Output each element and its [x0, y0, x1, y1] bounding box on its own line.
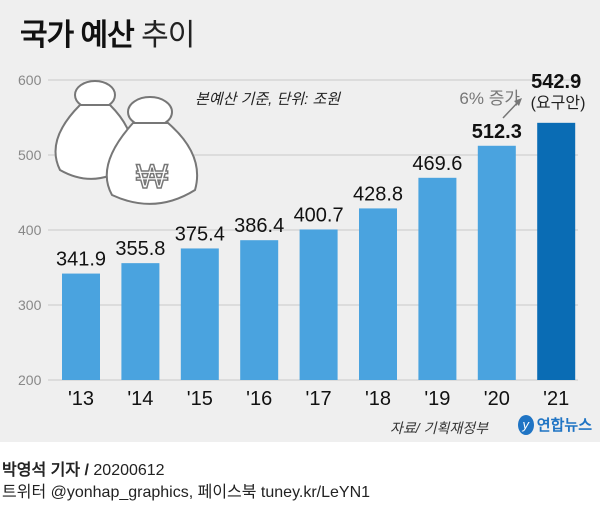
y-tick-label: 200 — [18, 372, 42, 388]
bar-chart: 200 300 400 500 600 ₩ 본예산 기준, 단위: 조원 6% 증가 (… — [18, 71, 586, 410]
value-label: 469.6 — [412, 153, 462, 175]
bar — [299, 229, 338, 380]
x-tick-label: '21 — [543, 388, 569, 410]
author: 박영석 기자 / — [2, 462, 89, 479]
title-bold: 국가 예산 — [20, 19, 135, 52]
x-tick-label: '18 — [365, 388, 391, 410]
logo-text: 연합뉴스 — [536, 417, 592, 434]
social-line: 트위터 @yonhap_graphics, 페이스북 tuney.kr/LeYN… — [2, 484, 371, 501]
bar — [121, 263, 160, 380]
value-label: 400.7 — [294, 204, 344, 226]
credit-line: 박영석 기자 / 20200612 — [2, 456, 165, 480]
x-tick-label: '19 — [424, 388, 450, 410]
bar — [240, 240, 279, 380]
bar — [359, 208, 397, 380]
value-label: 512.3 — [472, 121, 522, 143]
y-tick-label: 600 — [18, 72, 42, 88]
proposal-label: (요구안) — [531, 94, 586, 112]
value-label: 341.9 — [56, 249, 106, 271]
x-tick-label: '17 — [306, 388, 332, 410]
x-tick-label: '20 — [484, 388, 510, 410]
value-label: 542.9 — [531, 71, 581, 93]
chart-title: 국가 예산 추이 — [20, 10, 195, 54]
yonhap-logo: y 연합뉴스 — [517, 414, 592, 435]
bar — [418, 177, 457, 380]
value-label: 386.4 — [234, 215, 284, 237]
date: 20200612 — [93, 462, 165, 479]
y-tick-label: 500 — [18, 147, 42, 163]
bar — [537, 122, 576, 380]
bar — [180, 248, 219, 380]
logo-icon: y — [517, 414, 534, 435]
x-tick-label: '14 — [127, 388, 153, 410]
unit-note: 본예산 기준, 단위: 조원 — [195, 91, 341, 108]
value-label: 428.8 — [353, 183, 403, 205]
arrow-head-icon — [514, 98, 522, 106]
title-light: 추이 — [141, 19, 195, 52]
bar — [62, 273, 100, 380]
y-tick-label: 400 — [18, 222, 42, 238]
money-bags-icon: ₩ — [54, 80, 199, 205]
value-label: 375.4 — [175, 223, 225, 245]
y-tick-label: 300 — [18, 297, 42, 313]
x-tick-label: '13 — [68, 388, 94, 410]
bar — [477, 145, 516, 380]
growth-annotation: 6% 증가 — [459, 89, 520, 108]
x-tick-label: '16 — [246, 388, 272, 410]
x-tick-label: '15 — [187, 388, 213, 410]
svg-text:₩: ₩ — [136, 158, 168, 196]
source-label: 자료/ 기획재정부 — [390, 420, 488, 436]
value-label: 355.8 — [115, 238, 165, 260]
